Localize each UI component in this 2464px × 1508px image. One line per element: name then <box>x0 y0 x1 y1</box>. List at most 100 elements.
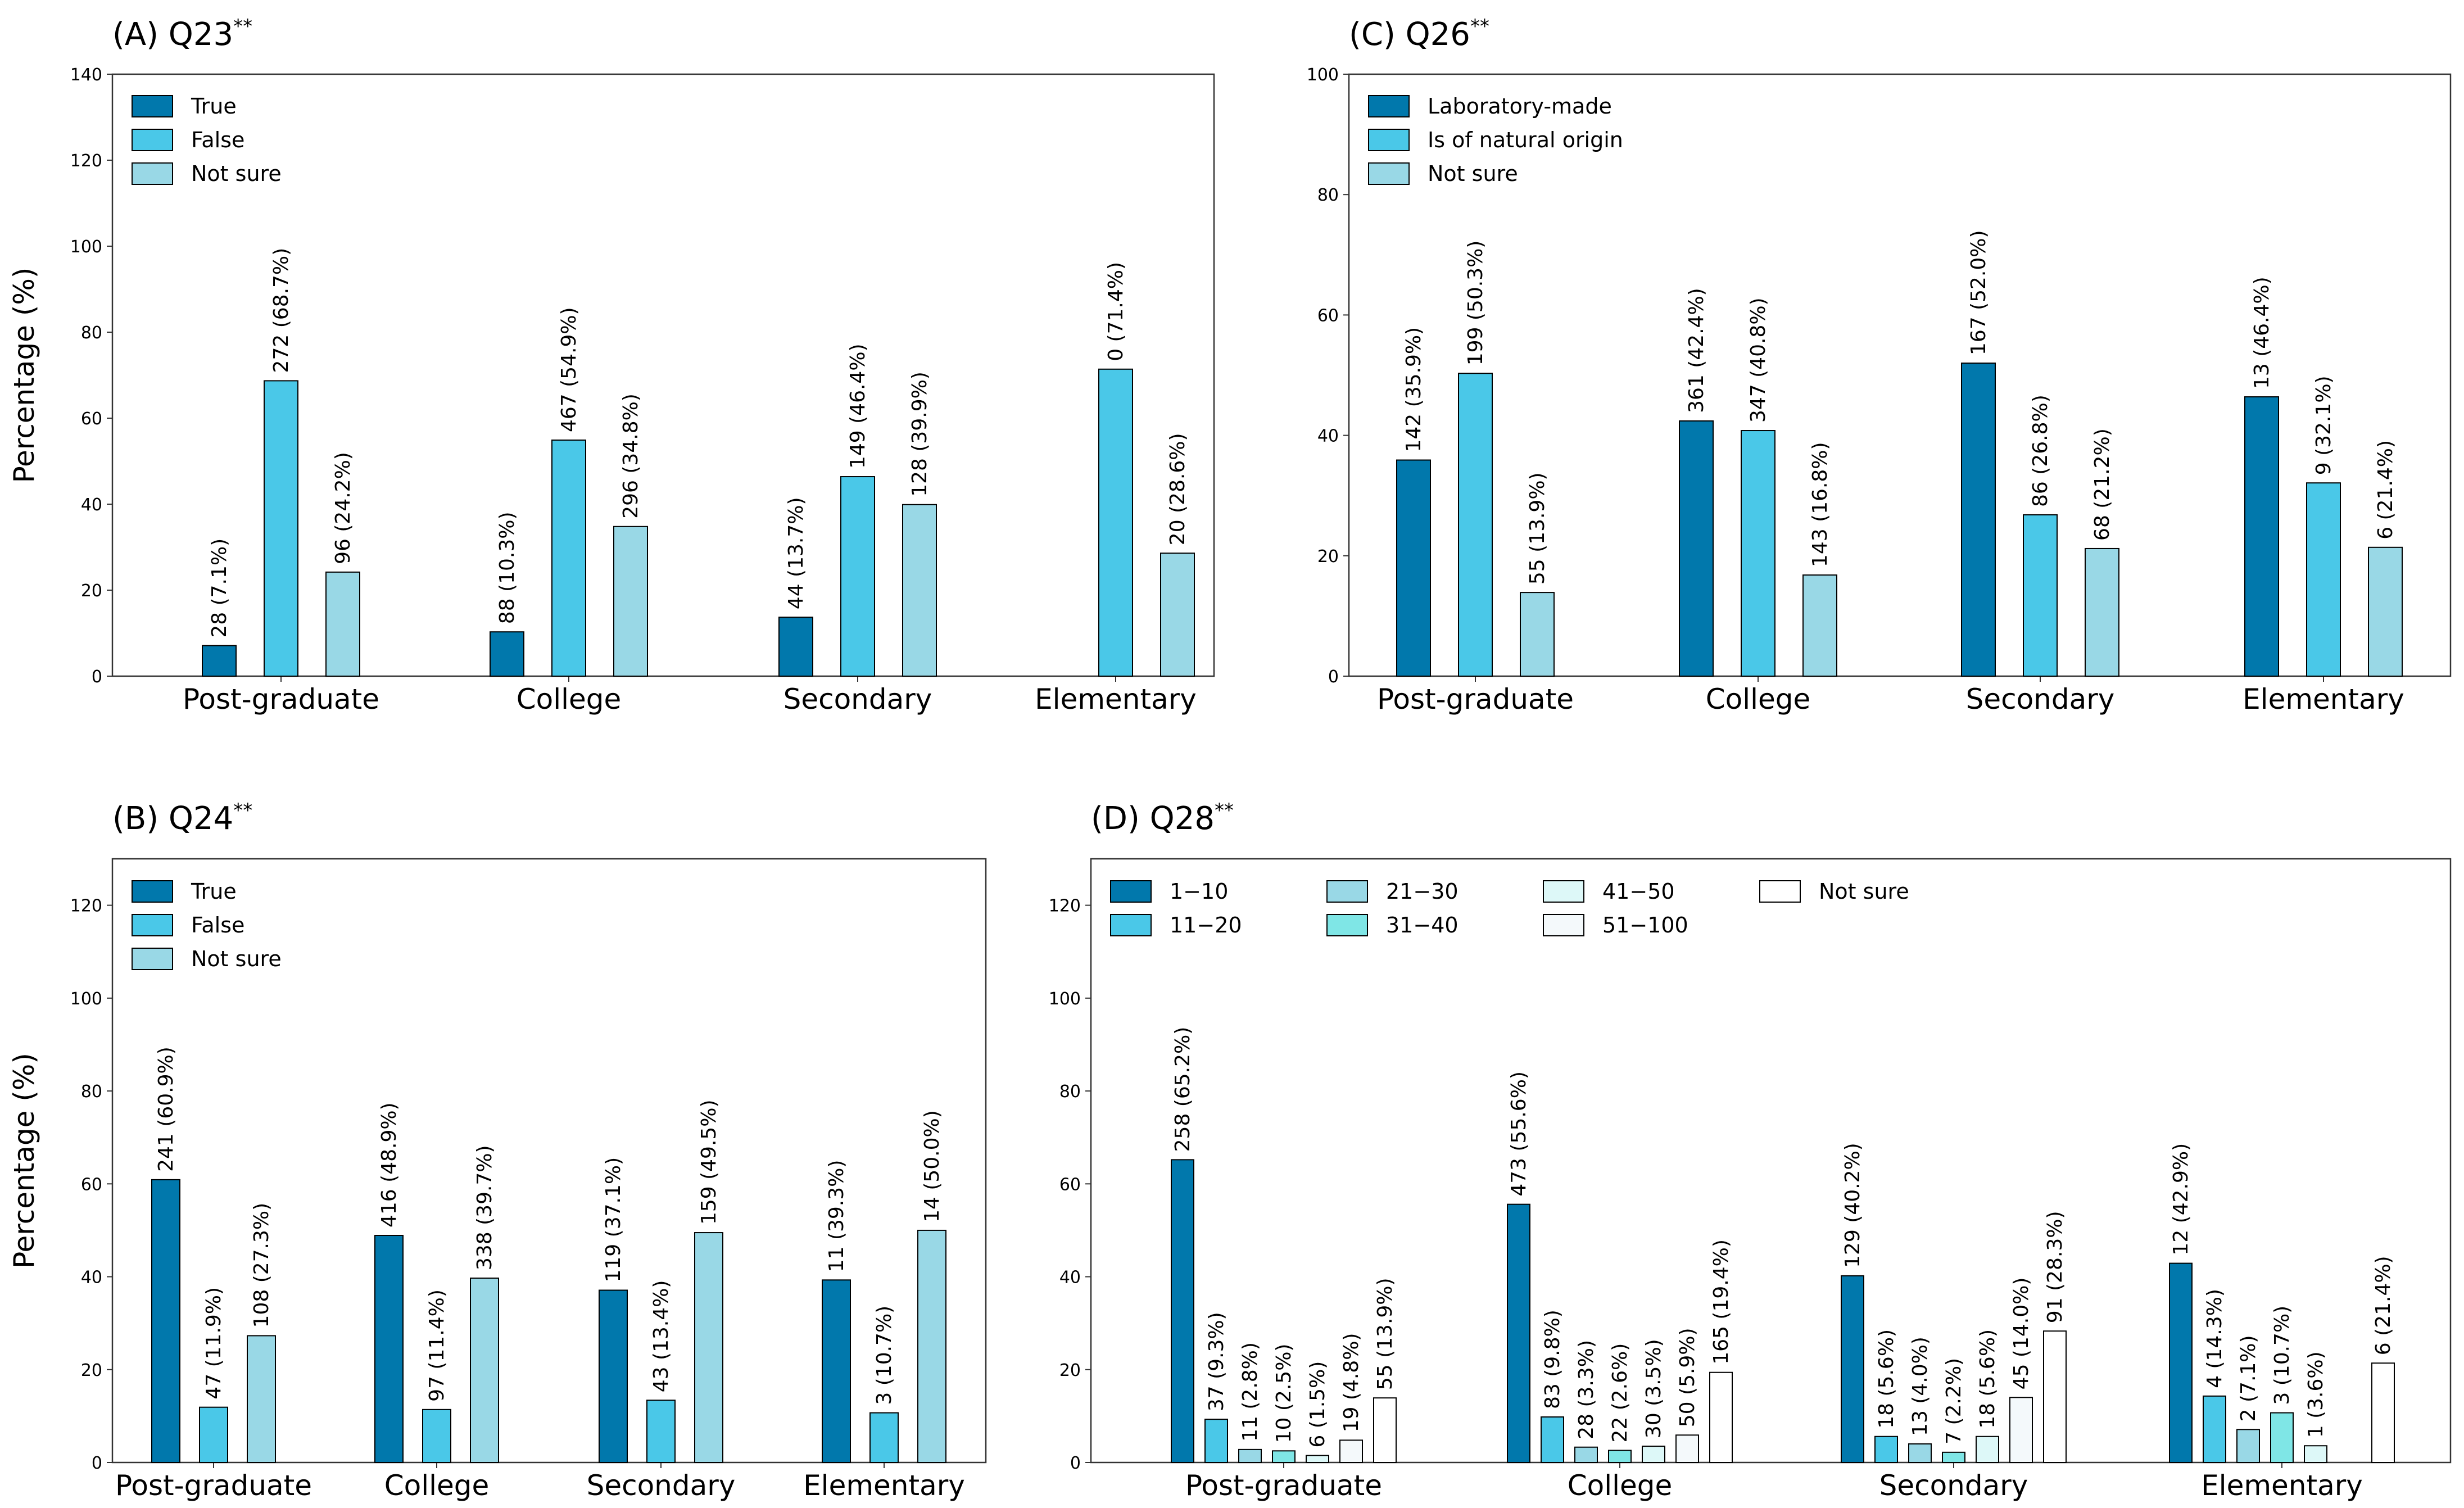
legend-entry-label: False <box>191 128 244 152</box>
bar <box>1679 420 1714 677</box>
bar <box>822 1279 851 1463</box>
bar-data-label: 19 (4.8%) <box>1340 1333 1363 1433</box>
bar <box>2244 396 2279 677</box>
bar <box>151 1179 180 1463</box>
bar <box>202 645 237 677</box>
legend-swatch <box>1110 914 1152 936</box>
bar <box>2043 1330 2067 1464</box>
legend-swatch <box>132 914 173 936</box>
bar <box>1204 1419 1228 1464</box>
legend-entry-label: Not sure <box>1819 879 1909 904</box>
bar <box>1339 1439 1363 1464</box>
y-tick-label: 20 <box>81 581 102 601</box>
axes-frame <box>1348 73 2452 677</box>
bar-data-label: 0 (71.4%) <box>1104 262 1127 361</box>
bar <box>2203 1395 2226 1464</box>
bar-data-label: 3 (10.7%) <box>2271 1306 2294 1405</box>
bar-data-label: 83 (9.8%) <box>1541 1310 1564 1409</box>
x-category-label: Post-graduate <box>115 1469 312 1502</box>
bar <box>646 1400 676 1464</box>
bar <box>2306 482 2341 677</box>
bar <box>1507 1203 1530 1463</box>
bar <box>264 380 298 677</box>
x-category-label: Post-graduate <box>1185 1469 1382 1502</box>
bar-data-label: 167 (52.0%) <box>1967 230 1990 355</box>
x-category-label: Elementary <box>1035 683 1197 715</box>
bar <box>1396 459 1431 677</box>
x-category-label: Secondary <box>1966 683 2115 715</box>
bar <box>2023 514 2058 677</box>
bar-data-label: 18 (5.6%) <box>1976 1329 1999 1429</box>
bar-data-label: 12 (42.9%) <box>2169 1143 2193 1256</box>
x-category-label: Post-graduate <box>1377 683 1574 715</box>
bar <box>2304 1445 2327 1464</box>
bar-data-label: 86 (26.8%) <box>2029 395 2052 507</box>
bar <box>374 1235 404 1463</box>
bar-data-label: 97 (11.4%) <box>425 1289 449 1402</box>
bar-data-label: 9 (32.1%) <box>2312 375 2335 475</box>
x-category-label: College <box>1706 683 1811 715</box>
bar-data-label: 11 (2.8%) <box>1239 1342 1262 1442</box>
y-tick-label: 40 <box>1317 427 1339 446</box>
bar-data-label: 361 (42.4%) <box>1685 288 1708 413</box>
legend-swatch <box>1543 914 1584 936</box>
panel-a-q23: (A) Q23** 0 20 40 60 80 100 120 140 Percentage (%… <box>8 15 1215 715</box>
bar <box>1908 1443 1932 1464</box>
x-category-label: Secondary <box>587 1469 736 1502</box>
y-tick-label: 20 <box>81 1361 102 1380</box>
bar-data-label: 3 (10.7%) <box>873 1306 896 1405</box>
bar <box>1608 1450 1632 1464</box>
y-tick-label: 40 <box>1059 1268 1081 1288</box>
bar <box>2085 547 2119 677</box>
legend-entry-label: Laboratory-made <box>1428 94 1612 119</box>
axes-frame <box>111 858 987 1464</box>
y-tick-label: 60 <box>1317 306 1339 325</box>
bar-data-label: 91 (28.3%) <box>2044 1211 2067 1323</box>
bar-data-label: 416 (48.9%) <box>378 1102 401 1228</box>
y-tick-label: 0 <box>1070 1453 1081 1473</box>
bar <box>1841 1275 1864 1464</box>
bar <box>199 1406 228 1464</box>
legend-swatch <box>132 95 173 117</box>
bar-data-label: 45 (14.0%) <box>2010 1278 2033 1390</box>
x-category-label: Elementary <box>803 1469 965 1502</box>
y-tick-label: 80 <box>1059 1082 1081 1102</box>
bar <box>2270 1412 2294 1464</box>
bar-data-label: 2 (7.1%) <box>2237 1335 2260 1421</box>
bar-data-label: 467 (54.9%) <box>558 307 581 432</box>
bar <box>2368 546 2403 677</box>
bar-data-label: 20 (28.6%) <box>1166 433 1189 545</box>
legend-entry-label: 51−100 <box>1602 913 1688 938</box>
legend-swatch <box>132 948 173 970</box>
bar <box>599 1289 628 1463</box>
bar-data-label: 96 (24.2%) <box>332 452 355 564</box>
y-tick-label: 140 <box>70 65 102 85</box>
bar <box>1541 1416 1564 1463</box>
y-tick-label: 100 <box>1049 989 1081 1009</box>
bar-data-label: 142 (35.9%) <box>1402 327 1425 452</box>
legend-swatch <box>1543 880 1584 903</box>
bar-data-label: 14 (50.0%) <box>921 1110 944 1222</box>
chart-title: (D) Q28** <box>1091 799 1234 837</box>
bar-data-label: 55 (13.9%) <box>1526 472 1549 585</box>
bar <box>1306 1455 1329 1463</box>
bar <box>325 571 360 677</box>
bar-data-label: 128 (39.9%) <box>908 372 931 497</box>
bar-data-label: 143 (16.8%) <box>1809 442 1832 567</box>
bar <box>1874 1435 1898 1463</box>
bar-data-label: 338 (39.7%) <box>473 1145 496 1270</box>
legend-entry-label: Not sure <box>191 947 282 971</box>
y-tick-label: 60 <box>81 409 102 429</box>
bar-data-label: 43 (13.4%) <box>650 1280 673 1393</box>
axes-frame <box>111 73 1215 677</box>
bar <box>1741 430 1775 677</box>
x-category-label: Post-graduate <box>183 683 379 715</box>
bar <box>1942 1451 1965 1464</box>
bar-data-label: 1 (3.6%) <box>2304 1351 2327 1438</box>
legend-entry-label: 21−30 <box>1386 879 1459 904</box>
bar-data-label: 18 (5.6%) <box>1875 1329 1898 1429</box>
y-tick-label: 40 <box>81 495 102 515</box>
bar <box>1642 1446 1665 1464</box>
chart-title: (A) Q23** <box>112 15 252 53</box>
bar-data-label: 10 (2.5%) <box>1272 1344 1296 1443</box>
